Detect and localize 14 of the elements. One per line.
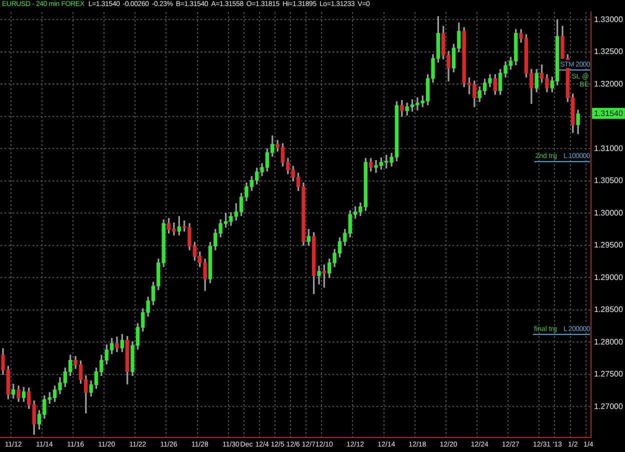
y-tick-label: 1.29500	[594, 240, 624, 250]
y-tick-label: 1.28000	[594, 337, 624, 346]
y-tick-label: 1.31000	[594, 144, 624, 153]
y-tick-label: 1.32000	[594, 79, 624, 88]
y-tick-label: 1.30000	[594, 208, 624, 218]
y-tick-label: 1.29000	[594, 272, 624, 282]
y-tick-label: 1.27500	[594, 370, 624, 379]
candlestick	[317, 266, 321, 284]
y-tick-label: 1.27000	[594, 402, 624, 411]
y-tick-label: 1.32500	[594, 47, 624, 56]
y-tick-label: 1.28500	[594, 305, 624, 314]
y-tick-label: 1.30500	[594, 176, 624, 186]
y-tick-label: 1.33000	[594, 14, 624, 24]
annotation: 1.31540	[594, 109, 624, 118]
